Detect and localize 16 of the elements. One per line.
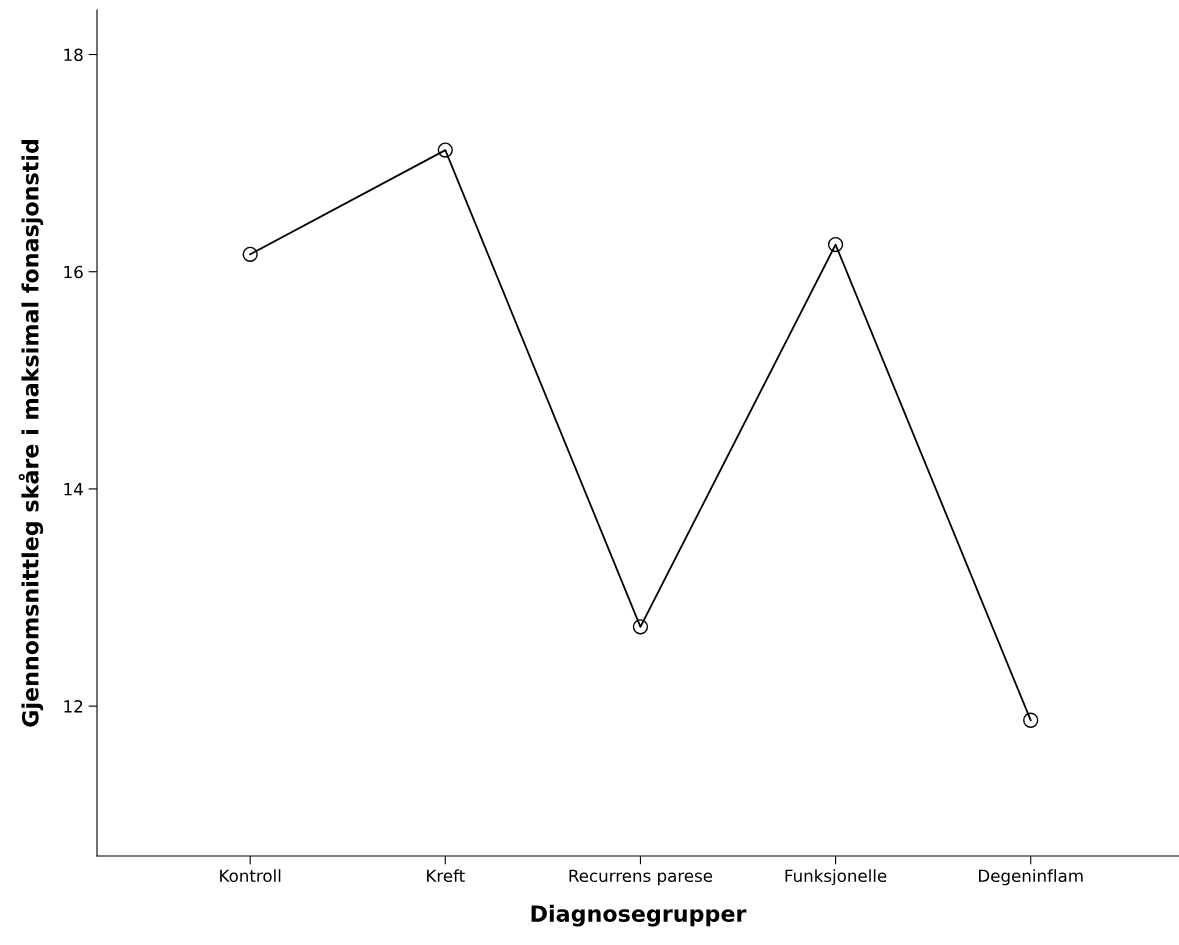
point [437, 142, 453, 158]
x-tick-label: Funksjonelle [785, 869, 887, 886]
y-tick-label: 14 [64, 483, 83, 496]
point [1023, 712, 1039, 728]
x-tick-label: Kreft [427, 869, 465, 883]
point [242, 246, 258, 262]
point [827, 236, 844, 253]
point [632, 619, 649, 635]
x-axis-title: Diagnosegrupper [531, 904, 747, 927]
x-tick-label: Degeninflam [979, 869, 1083, 886]
x-tick-label: Kontroll [220, 869, 281, 883]
y-axis-title: Gjennomsnittleg skåre i maksimal fonasjonstid [18, 140, 44, 727]
y-tick-label: 12 [64, 700, 83, 713]
y-tick-label: 18 [64, 48, 83, 62]
x-tick-label: Recurrens parese [569, 869, 713, 886]
y-tick-label: 16 [64, 265, 83, 279]
